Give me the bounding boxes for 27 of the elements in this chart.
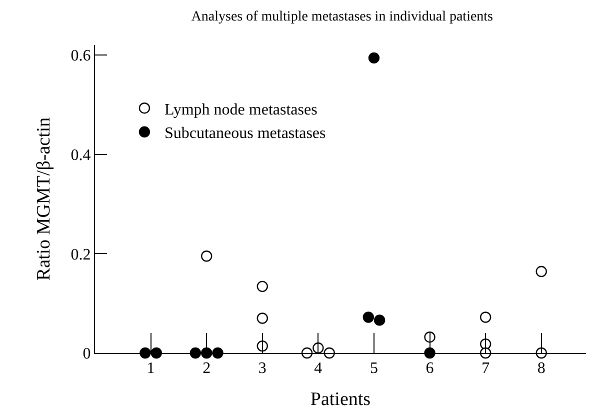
- x-tick-label: 8: [537, 360, 546, 378]
- point: [536, 266, 547, 278]
- x-tick-label: 7: [482, 360, 490, 378]
- y-tick-label: 0: [82, 346, 91, 363]
- point: [256, 280, 268, 292]
- y-tick-label: 0.2: [70, 246, 91, 264]
- legend-label: Lymph node metastases: [164, 101, 318, 118]
- x-tick-label: 6: [426, 360, 434, 378]
- y-axis-title: Ratio MGMT/β-actin: [34, 116, 55, 281]
- point: [200, 250, 212, 262]
- y-tick-label: 0.4: [70, 146, 91, 164]
- x-axis-title: Patients: [310, 389, 371, 410]
- x-tick-label: 3: [258, 360, 266, 378]
- point: [480, 312, 492, 323]
- y-tick-label: 0.6: [70, 48, 91, 65]
- point: [424, 332, 436, 343]
- x-tick-label: 5: [370, 360, 378, 378]
- x-tick-label: 1: [146, 360, 155, 378]
- point: [368, 52, 380, 64]
- x-tick-label: 2: [202, 360, 211, 378]
- legend-label: Subcutaneous metastases: [164, 125, 326, 142]
- point: [374, 314, 386, 326]
- x-tick-label: 4: [314, 360, 322, 378]
- point: [256, 312, 268, 324]
- chart-title: Analyses of multiple metastases in individual patients: [191, 9, 494, 24]
- point: [362, 312, 374, 323]
- point: [324, 347, 335, 359]
